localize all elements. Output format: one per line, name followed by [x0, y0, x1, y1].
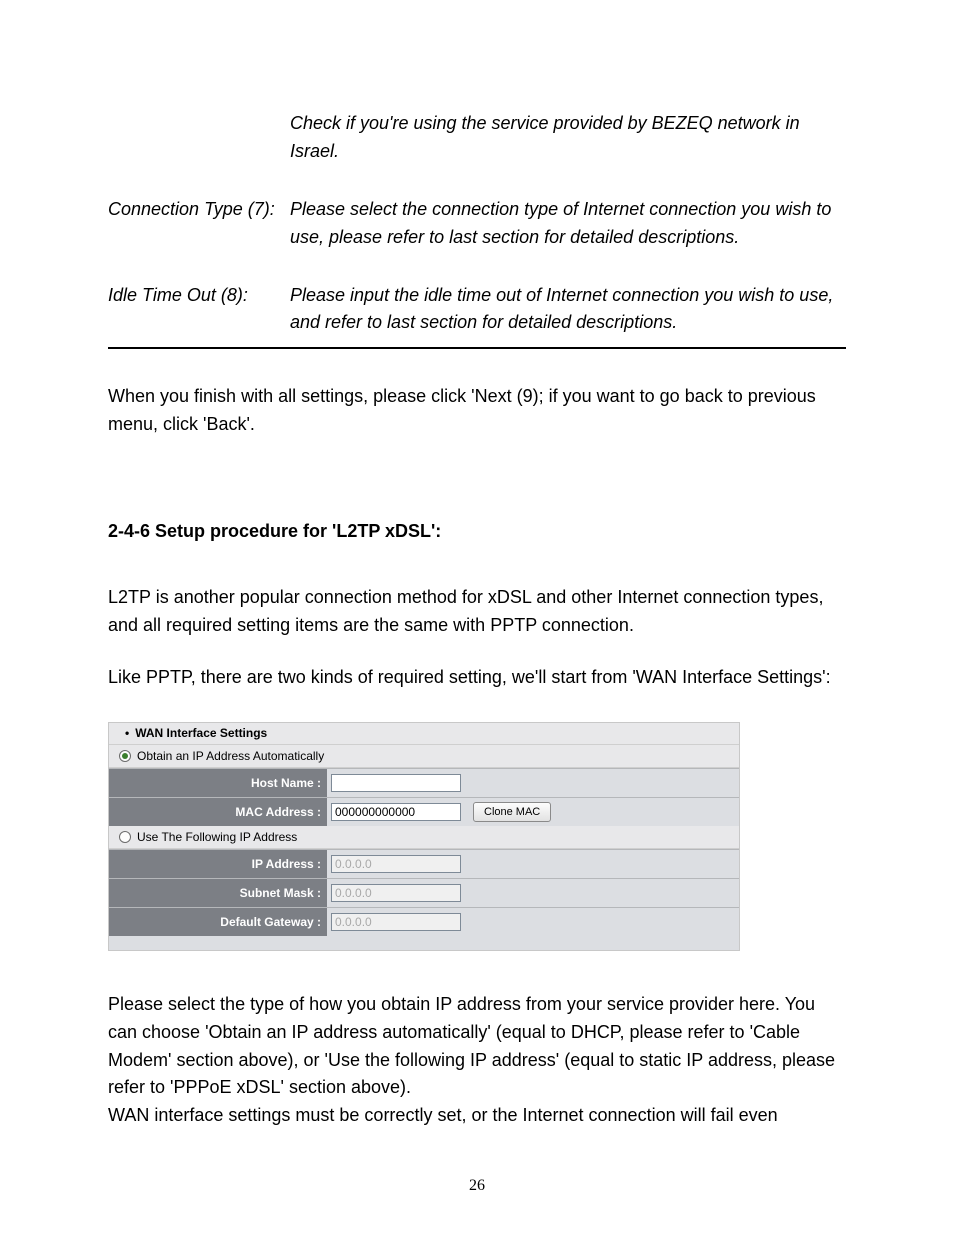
clone-mac-button[interactable]: Clone MAC: [473, 802, 551, 822]
connection-type-text: Please select the connection type of Int…: [290, 196, 846, 252]
l2tp-intro-2: Like PPTP, there are two kinds of requir…: [108, 664, 846, 692]
ip-input: [331, 855, 461, 873]
row-subnet-mask: Subnet Mask :: [109, 878, 739, 907]
wan-settings-panel: WAN Interface Settings Obtain an IP Addr…: [108, 722, 740, 951]
gw-cell: [327, 908, 739, 936]
radio-row-static[interactable]: Use The Following IP Address: [109, 826, 739, 849]
radio-static-icon[interactable]: [119, 831, 131, 843]
radio-static-wrap[interactable]: Use The Following IP Address: [119, 830, 297, 844]
radio-auto-label: Obtain an IP Address Automatically: [137, 749, 324, 763]
radio-auto-wrap[interactable]: Obtain an IP Address Automatically: [119, 749, 324, 763]
row-ip-address: IP Address :: [109, 849, 739, 878]
idle-timeout-text: Please input the idle time out of Intern…: [290, 282, 846, 338]
gw-label: Default Gateway :: [109, 910, 327, 934]
mac-input[interactable]: [331, 803, 461, 821]
ip-cell: [327, 850, 739, 878]
definitions-block: Check if you're using the service provid…: [108, 110, 846, 349]
bezeq-note-text: Check if you're using the service provid…: [290, 110, 846, 166]
host-name-cell: [327, 769, 739, 797]
radio-static-label: Use The Following IP Address: [137, 830, 297, 844]
mac-label: MAC Address :: [109, 800, 327, 824]
mask-label: Subnet Mask :: [109, 881, 327, 905]
connection-type-label: Connection Type (7):: [108, 196, 290, 224]
def-row-idle-timeout: Idle Time Out (8): Please input the idle…: [108, 282, 846, 338]
ip-label: IP Address :: [109, 852, 327, 876]
wan-must-be-correct-text: WAN interface settings must be correctly…: [108, 1102, 846, 1130]
def-row-connection-type: Connection Type (7): Please select the c…: [108, 196, 846, 252]
gw-input: [331, 913, 461, 931]
idle-timeout-label: Idle Time Out (8):: [108, 282, 290, 310]
radio-row-auto[interactable]: Obtain an IP Address Automatically: [109, 745, 739, 768]
finish-instruction: When you finish with all settings, pleas…: [108, 383, 846, 439]
mask-cell: [327, 879, 739, 907]
mac-cell: Clone MAC: [327, 798, 739, 826]
panel-title: WAN Interface Settings: [125, 726, 267, 740]
host-name-label: Host Name :: [109, 771, 327, 795]
l2tp-intro-1: L2TP is another popular connection metho…: [108, 584, 846, 640]
panel-bottom-strip: [109, 936, 739, 950]
select-ip-type-text: Please select the type of how you obtain…: [108, 991, 846, 1103]
page-number: 26: [0, 1177, 954, 1195]
mask-input: [331, 884, 461, 902]
radio-auto-icon[interactable]: [119, 750, 131, 762]
row-default-gateway: Default Gateway :: [109, 907, 739, 936]
def-row-bezeq: Check if you're using the service provid…: [108, 110, 846, 166]
row-mac-address: MAC Address : Clone MAC: [109, 797, 739, 826]
host-name-input[interactable]: [331, 774, 461, 792]
row-host-name: Host Name :: [109, 768, 739, 797]
page-container: Check if you're using the service provid…: [0, 0, 954, 1235]
section-heading: 2-4-6 Setup procedure for 'L2TP xDSL':: [108, 521, 846, 542]
panel-header: WAN Interface Settings: [109, 723, 739, 745]
